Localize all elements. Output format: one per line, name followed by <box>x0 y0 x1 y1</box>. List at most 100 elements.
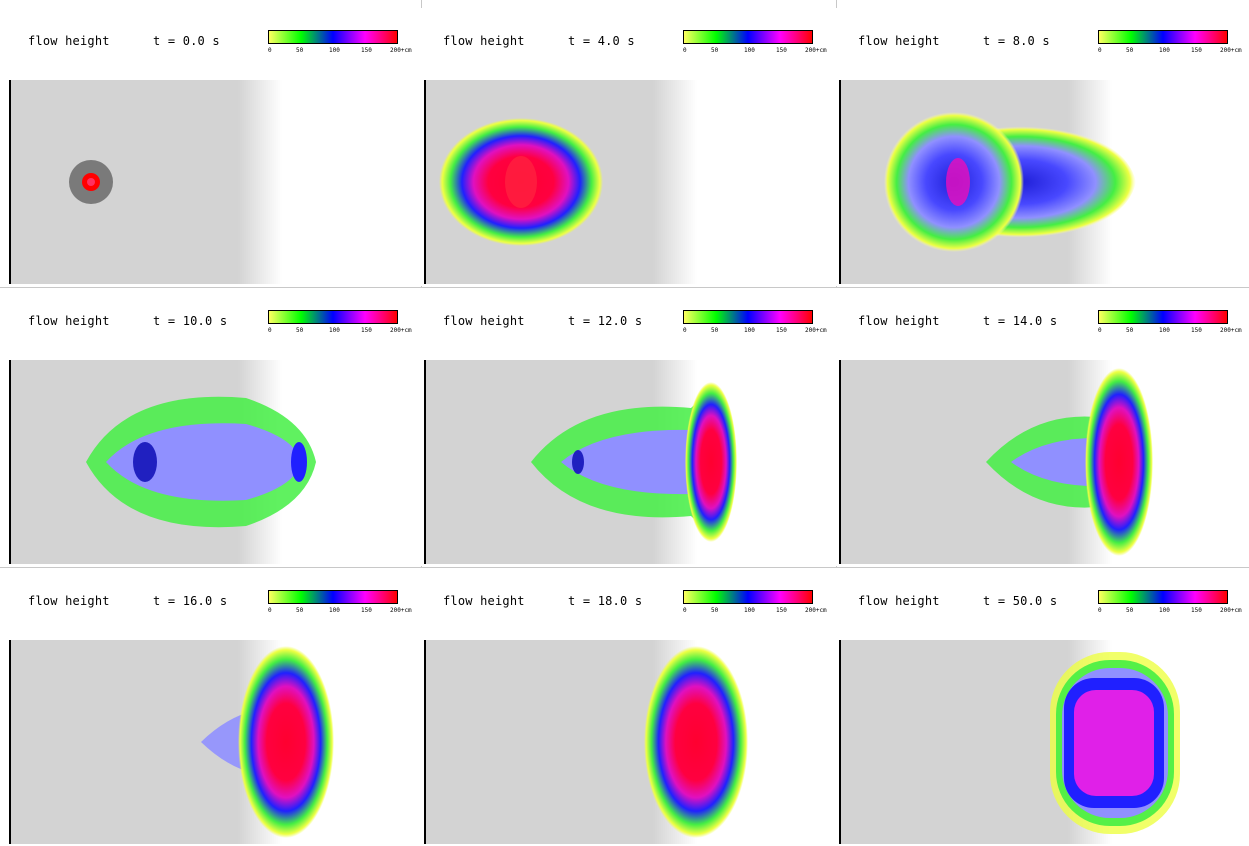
colorbar-tick-label: 50 <box>296 327 304 334</box>
panel-variable-label: flow height <box>858 594 940 608</box>
colorbar-tick-label: 0 <box>683 327 687 334</box>
panel-t8: flow height t = 8.0 s 0 50 100 150 200+cm <box>836 8 1249 286</box>
colorbar-tick-label: 200+cm <box>805 327 827 334</box>
colorbar <box>268 310 398 324</box>
colorbar-tick-label: 50 <box>296 47 304 54</box>
colorbar-tick-label: 100 <box>744 327 755 334</box>
colorbar-tick-label: 50 <box>711 607 719 614</box>
colorbar-tick-label: 150 <box>776 47 787 54</box>
colorbar-tick-label: 100 <box>329 327 340 334</box>
panel-t4: flow height t = 4.0 s 0 50 100 150 200+cm <box>421 8 835 286</box>
flow-height-map <box>839 360 1153 564</box>
colorbar-ticks: 0 50 100 150 200+cm <box>268 327 418 337</box>
colorbar-ticks: 0 50 100 150 200+cm <box>683 47 833 57</box>
panel-variable-label: flow height <box>28 594 110 608</box>
flow-height-map <box>9 640 334 844</box>
colorbar-tick-label: 100 <box>329 47 340 54</box>
colorbar-tick-label: 50 <box>296 607 304 614</box>
colorbar-ticks: 0 50 100 150 200+cm <box>1098 47 1248 57</box>
colorbar-tick-label: 200+cm <box>805 47 827 54</box>
colorbar-tick-label: 0 <box>1098 47 1102 54</box>
colorbar-tick-label: 100 <box>1159 47 1170 54</box>
colorbar-ticks: 0 50 100 150 200+cm <box>268 607 418 617</box>
panel-t0: flow height t = 0.0 s 0 50 100 150 200+cm <box>6 8 420 286</box>
colorbar-tick-label: 50 <box>711 327 719 334</box>
panel-variable-label: flow height <box>858 34 940 48</box>
panel-variable-label: flow height <box>443 34 525 48</box>
colorbar-tick-label: 200+cm <box>390 327 412 334</box>
colorbar-tick-label: 50 <box>711 47 719 54</box>
panel-t14: flow height t = 14.0 s 0 50 100 150 200+cm <box>836 288 1249 566</box>
row-divider <box>0 287 1249 288</box>
colorbar-tick-label: 200+cm <box>1220 47 1242 54</box>
colorbar-tick-label: 200+cm <box>390 47 412 54</box>
colorbar-ticks: 0 50 100 150 200+cm <box>683 327 833 337</box>
colorbar-ticks: 0 50 100 150 200+cm <box>268 47 418 57</box>
colorbar-tick-label: 150 <box>361 607 372 614</box>
colorbar-tick-label: 150 <box>361 47 372 54</box>
panel-variable-label: flow height <box>28 34 110 48</box>
panel-time-label: t = 14.0 s <box>983 314 1058 328</box>
colorbar-tick-label: 150 <box>361 327 372 334</box>
panel-variable-label: flow height <box>28 314 110 328</box>
colorbar-tick-label: 0 <box>268 327 272 334</box>
colorbar-tick-label: 200+cm <box>805 607 827 614</box>
colorbar <box>683 590 813 604</box>
colorbar <box>268 590 398 604</box>
colorbar-tick-label: 150 <box>1191 47 1202 54</box>
colorbar-ticks: 0 50 100 150 200+cm <box>1098 607 1248 617</box>
colorbar-tick-label: 100 <box>744 47 755 54</box>
panel-time-label: t = 16.0 s <box>153 594 228 608</box>
colorbar-ticks: 0 50 100 150 200+cm <box>683 607 833 617</box>
flow-height-map <box>424 80 697 284</box>
colorbar-tick-label: 50 <box>1126 607 1134 614</box>
colorbar-tick-label: 100 <box>744 607 755 614</box>
flow-height-map <box>839 80 1136 284</box>
panel-t18: flow height t = 18.0 s 0 50 100 150 200+cm <box>421 568 835 846</box>
flow-height-map <box>424 360 737 564</box>
flow-height-map <box>839 640 1180 844</box>
colorbar-tick-label: 200+cm <box>390 607 412 614</box>
panel-time-label: t = 4.0 s <box>568 34 635 48</box>
panel-time-label: t = 8.0 s <box>983 34 1050 48</box>
colorbar-tick-label: 0 <box>683 47 687 54</box>
colorbar-tick-label: 100 <box>329 607 340 614</box>
flow-height-map <box>9 80 282 284</box>
flow-height-map <box>424 640 748 844</box>
colorbar-tick-label: 150 <box>1191 327 1202 334</box>
panel-time-label: t = 50.0 s <box>983 594 1058 608</box>
colorbar-tick-label: 0 <box>268 607 272 614</box>
colorbar-tick-label: 200+cm <box>1220 327 1242 334</box>
panel-time-label: t = 0.0 s <box>153 34 220 48</box>
colorbar <box>1098 30 1228 44</box>
colorbar <box>1098 590 1228 604</box>
colorbar-tick-label: 100 <box>1159 607 1170 614</box>
panel-time-label: t = 10.0 s <box>153 314 228 328</box>
colorbar-tick-label: 0 <box>683 607 687 614</box>
colorbar <box>683 310 813 324</box>
colorbar-tick-label: 50 <box>1126 47 1134 54</box>
colorbar-tick-label: 150 <box>1191 607 1202 614</box>
colorbar-tick-label: 0 <box>1098 327 1102 334</box>
colorbar <box>268 30 398 44</box>
panel-time-label: t = 12.0 s <box>568 314 643 328</box>
colorbar <box>1098 310 1228 324</box>
panel-variable-label: flow height <box>443 594 525 608</box>
colorbar-tick-label: 0 <box>268 47 272 54</box>
colorbar-tick-label: 200+cm <box>1220 607 1242 614</box>
panel-time-label: t = 18.0 s <box>568 594 643 608</box>
panel-t50: flow height t = 50.0 s 0 50 100 150 200+cm <box>836 568 1249 846</box>
panel-variable-label: flow height <box>443 314 525 328</box>
row-divider <box>0 567 1249 568</box>
colorbar-tick-label: 50 <box>1126 327 1134 334</box>
colorbar-tick-label: 0 <box>1098 607 1102 614</box>
colorbar-tick-label: 150 <box>776 607 787 614</box>
panel-t12: flow height t = 12.0 s 0 50 100 150 200+cm <box>421 288 835 566</box>
colorbar-tick-label: 150 <box>776 327 787 334</box>
colorbar-ticks: 0 50 100 150 200+cm <box>1098 327 1248 337</box>
colorbar <box>683 30 813 44</box>
colorbar-tick-label: 100 <box>1159 327 1170 334</box>
panel-t16: flow height t = 16.0 s 0 50 100 150 200+cm <box>6 568 420 846</box>
panel-t10: flow height t = 10.0 s 0 50 100 150 200+cm <box>6 288 420 566</box>
